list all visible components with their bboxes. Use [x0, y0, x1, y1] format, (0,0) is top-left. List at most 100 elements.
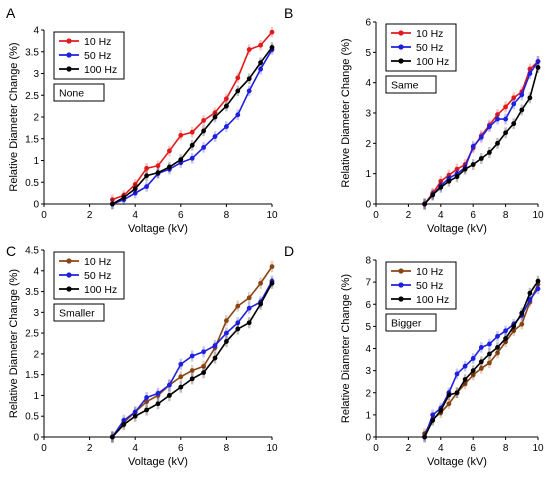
data-point: [144, 173, 150, 179]
series-50-hz: [110, 44, 275, 210]
y-tick-label: 8: [365, 256, 371, 267]
y-tick-label: 5: [365, 48, 371, 59]
data-point: [201, 118, 207, 123]
data-point: [258, 42, 263, 48]
panel-letter: C: [6, 243, 16, 259]
data-point: [110, 197, 115, 203]
y-tick-label: 0: [365, 200, 371, 211]
y-tick-label: 6: [365, 300, 371, 311]
y-tick-label: 4: [33, 26, 39, 37]
data-point: [511, 121, 517, 127]
x-tick-label: 2: [406, 443, 412, 454]
legend-label: 100 Hz: [416, 56, 449, 68]
y-tick-label: 1: [365, 169, 371, 180]
data-point: [511, 101, 517, 107]
y-tick-label: 3.5: [25, 47, 39, 58]
data-point: [224, 103, 229, 109]
data-point: [511, 323, 517, 329]
y-tick-label: 0.5: [25, 412, 39, 423]
x-axis-title: Voltage (kV): [128, 456, 188, 468]
legend-swatch-marker: [66, 258, 72, 264]
data-point: [155, 163, 161, 169]
legend-label: 50 Hz: [416, 42, 443, 54]
x-tick-label: 4: [132, 210, 138, 221]
data-point: [519, 310, 525, 316]
data-point: [462, 166, 468, 172]
data-point: [269, 264, 275, 270]
data-point: [470, 368, 476, 374]
x-tick-label: 6: [470, 443, 476, 454]
data-point: [246, 47, 252, 52]
legend-label: 50 Hz: [84, 270, 111, 282]
data-point: [478, 156, 484, 161]
data-point: [495, 350, 500, 356]
data-point: [258, 60, 263, 66]
x-tick-label: 8: [224, 443, 230, 454]
condition-label: Same: [391, 80, 419, 92]
legend-swatch-marker: [66, 66, 72, 72]
data-point: [121, 422, 127, 427]
y-tick-label: 4: [33, 266, 39, 277]
data-point: [527, 71, 533, 76]
legend-swatch-marker: [398, 282, 404, 288]
data-point: [438, 408, 444, 413]
data-point: [132, 413, 138, 419]
y-tick-label: 7: [365, 278, 371, 289]
legend-swatch-marker: [398, 44, 404, 50]
x-tick-label: 10: [266, 443, 278, 454]
data-point: [189, 353, 195, 359]
y-tick-label: 1.5: [25, 134, 39, 145]
y-tick-label: 3: [33, 69, 39, 80]
x-tick-label: 0: [41, 210, 47, 221]
y-tick-label: 3: [33, 308, 39, 319]
panel-d: D 0 1 2 3 4 5 6 7 8 0 2 4 6 8 10 Voltage (kV) Relative Di…: [284, 243, 544, 468]
data-point: [212, 343, 218, 348]
data-point: [495, 112, 500, 117]
data-point: [487, 351, 492, 357]
y-tick-label: 1: [33, 391, 39, 402]
legend-swatch-marker: [398, 30, 404, 36]
y-tick-label: 2.5: [25, 91, 39, 102]
data-point: [446, 392, 452, 398]
data-point: [167, 393, 172, 398]
y-tick-label: 4: [365, 78, 371, 89]
y-tick-label: 0: [365, 433, 371, 444]
data-point: [478, 359, 484, 365]
data-point: [258, 280, 263, 286]
data-point: [478, 366, 484, 371]
data-point: [178, 361, 184, 367]
data-point: [178, 384, 184, 390]
data-point: [258, 66, 263, 72]
data-point: [224, 124, 229, 129]
data-point: [178, 374, 184, 380]
data-point: [470, 143, 476, 149]
data-point: [519, 92, 525, 98]
data-point: [495, 140, 500, 146]
y-tick-label: 3.5: [25, 287, 39, 298]
x-axis-title: Voltage (kV): [427, 223, 487, 235]
data-point: [246, 88, 252, 94]
condition-box: [385, 75, 437, 94]
y-axis-title: Relative Diameter Change (%): [340, 38, 352, 187]
data-point: [535, 65, 541, 70]
data-point: [503, 130, 508, 136]
data-point: [511, 95, 517, 101]
x-tick-label: 0: [373, 210, 379, 221]
legend-swatch-marker: [398, 296, 404, 302]
condition-box: [53, 83, 105, 102]
data-point: [201, 349, 207, 355]
y-tick-label: 0: [33, 200, 39, 211]
data-point: [110, 201, 115, 207]
x-tick-label: 8: [503, 210, 509, 221]
data-point: [212, 114, 218, 120]
panel-b: B 0 1 2 3 4 5 6 0 2 4 6 8 10 Voltage (kV) Relative Diam…: [284, 5, 544, 235]
panel-letter: D: [284, 243, 294, 259]
y-tick-label: 2: [33, 349, 39, 360]
x-tick-label: 6: [178, 210, 184, 221]
data-point: [527, 297, 533, 303]
data-point: [269, 29, 275, 35]
data-point: [495, 344, 500, 350]
y-tick-label: 2: [365, 388, 371, 399]
x-tick-label: 10: [532, 210, 544, 221]
